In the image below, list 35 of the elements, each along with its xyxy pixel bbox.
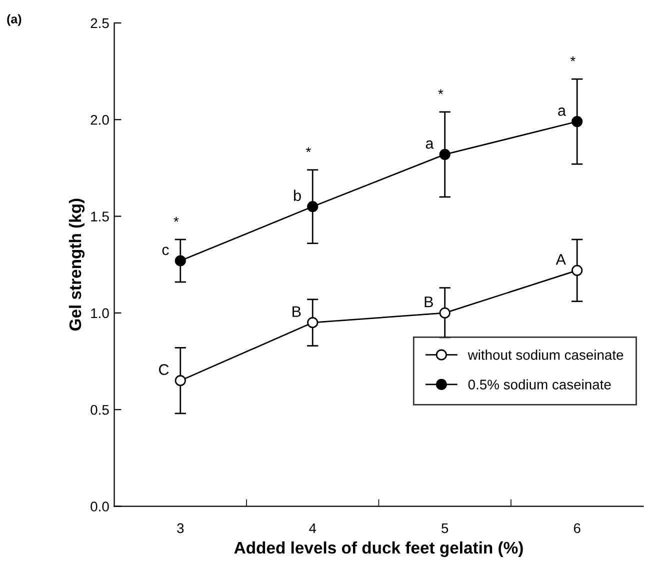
x-tick-label: 6 xyxy=(574,523,580,534)
y-tick-label: 1.5 xyxy=(91,212,109,222)
point xyxy=(307,317,318,328)
annotation: b xyxy=(294,190,301,201)
y-tick-label: 0.0 xyxy=(90,502,109,512)
annotation: A xyxy=(556,254,566,265)
annotation: B xyxy=(424,296,433,308)
annotation: a xyxy=(426,140,434,149)
point xyxy=(439,148,450,160)
y-tick-label: 2.5 xyxy=(90,18,109,28)
y-tick-label: 0.5 xyxy=(90,404,109,415)
legend-label: without sodium caseinate xyxy=(468,350,624,360)
y-tick-label: 1.0 xyxy=(91,308,109,318)
annotation: c xyxy=(162,246,169,256)
annotation: a xyxy=(558,108,566,116)
y-tick-label: 2.0 xyxy=(90,114,109,125)
x-tick-label: 5 xyxy=(442,523,448,534)
annotation: * xyxy=(570,56,576,62)
text: (a) xyxy=(7,14,22,26)
point xyxy=(439,307,450,318)
point xyxy=(174,255,186,266)
y-axis-title: Gel strength (kg) xyxy=(68,198,85,331)
point xyxy=(572,264,583,276)
annotation: * xyxy=(306,147,311,152)
legend-label: 0.5% sodium caseinate xyxy=(468,379,611,390)
x-axis-title: Added levels of duck feet gelatin (%) xyxy=(234,541,523,558)
annotation: * xyxy=(438,89,444,94)
x-tick-label: 4 xyxy=(309,523,316,533)
point xyxy=(307,201,318,212)
annotation: B xyxy=(292,306,301,317)
point xyxy=(174,375,186,386)
x-tick-label: 3 xyxy=(177,523,184,534)
point xyxy=(572,116,583,128)
annotation: C xyxy=(159,364,169,375)
annotation: * xyxy=(174,216,179,222)
